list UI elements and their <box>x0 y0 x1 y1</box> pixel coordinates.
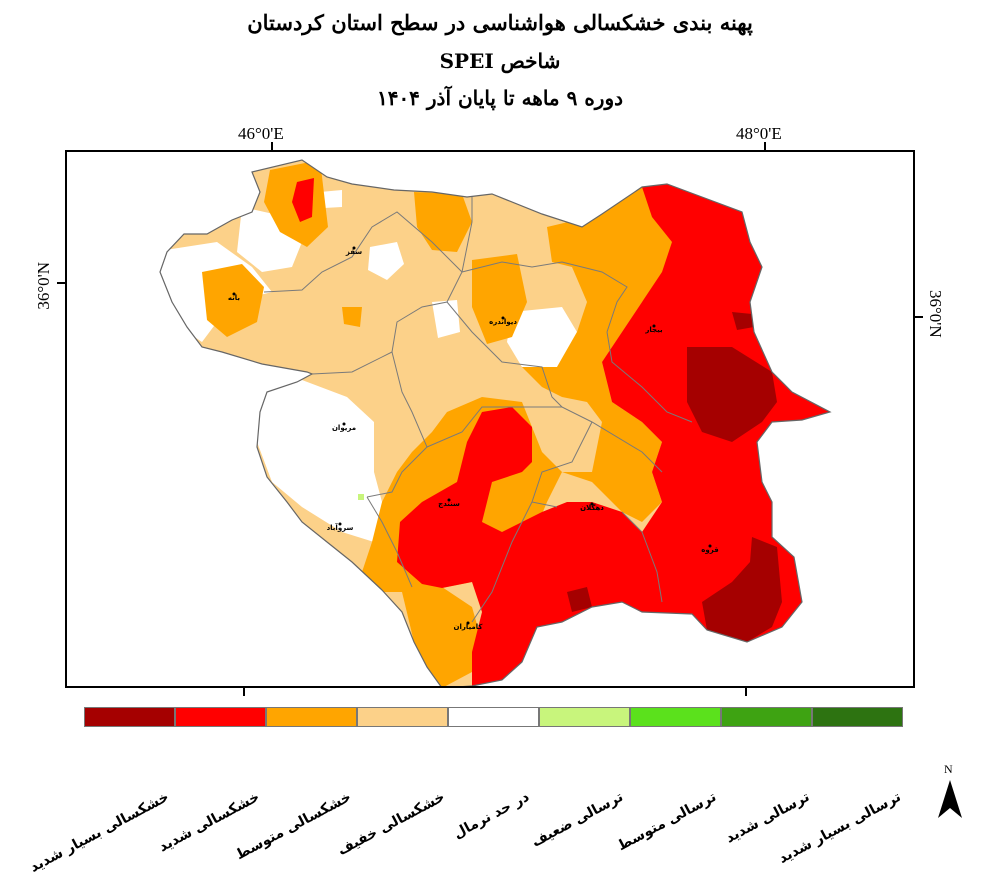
county-boundaries <box>263 197 693 623</box>
legend-bar <box>84 707 903 727</box>
zone-severe-east-south <box>397 184 830 686</box>
tick-bottom-48 <box>745 687 747 696</box>
period-subtitle: دوره ۹ ماهه تا پایان آذر ۱۴۰۴ <box>376 86 624 110</box>
legend-swatch-weak-wet <box>539 707 630 727</box>
legend-swatch-severe-wet <box>721 707 812 727</box>
lon-label-top-left: 46°0'E <box>238 124 284 143</box>
city-marivan: مریوان <box>332 424 356 432</box>
legend-swatch-normal <box>448 707 539 727</box>
zone-extreme-qorveh <box>702 537 782 642</box>
city-baneh: بانه <box>228 294 241 302</box>
city-kamyaran: کامیاران <box>454 623 484 631</box>
north-label: N <box>944 762 953 776</box>
tick-top-48 <box>764 142 766 151</box>
legend-label-extreme-drought: خشکسالی بسیار شدید <box>27 788 172 876</box>
legend-label-normal: در حد نرمال <box>450 788 532 843</box>
tick-bottom-46 <box>243 687 245 696</box>
city-sanandaj: سنندج <box>438 500 460 508</box>
zone-severe-north-spot <box>292 178 314 222</box>
zone-moderate-spot <box>342 307 362 327</box>
map-title: پهنه بندی خشکسالی هواشناسی در سطح استان … <box>247 10 753 35</box>
city-divandarreh: دیواندره <box>489 318 517 326</box>
legend-swatch-extreme-wet <box>812 707 903 727</box>
zone-moderate-divandarreh <box>472 254 527 344</box>
lon-label-top-right: 48°0'E <box>736 124 782 143</box>
city-saqqez: سقز <box>345 248 362 256</box>
city-dehgolan: دهگلان <box>580 503 604 512</box>
legend-label-moderate-wet: ترسالی متوسط <box>614 788 719 855</box>
city-sarvabad: سروآباد <box>327 523 354 532</box>
zone-extreme-spot-2 <box>567 587 592 612</box>
city-qorveh: قروه <box>701 546 719 554</box>
tick-top-46 <box>271 142 273 151</box>
tick-left-36 <box>57 282 66 284</box>
zone-moderate-saqqez-east <box>414 192 472 252</box>
legend-swatch-severe-drought <box>175 707 266 727</box>
legend-swatch-moderate-drought <box>266 707 357 727</box>
zone-extreme-spot <box>732 312 754 330</box>
zone-normal-small <box>320 190 342 208</box>
legend-label-weak-wet: ترسالی ضعیف <box>528 788 626 851</box>
city-markers <box>232 246 712 625</box>
legend-swatch-extreme-drought <box>84 707 175 727</box>
index-subtitle: شاخص SPEI <box>439 49 561 73</box>
north-arrow-icon <box>938 780 962 818</box>
zone-extreme-bijar-south <box>687 347 777 442</box>
lat-label-right: 36°0'N <box>926 290 945 338</box>
city-bijar: بیجار <box>644 326 663 334</box>
zone-moderate-baneh <box>202 264 264 337</box>
legend-swatch-moderate-wet <box>630 707 721 727</box>
zone-normal-divandarreh <box>507 307 577 367</box>
lat-label-left: 36°0'N <box>34 262 53 310</box>
zone-weak-wet <box>358 494 364 500</box>
map-frame: سقز بانه دیواندره بیجار مریوان سنندج دهگ… <box>65 150 915 688</box>
tick-right-36 <box>914 316 923 318</box>
legend-label-severe-wet: ترسالی شدید <box>722 788 812 847</box>
north-arrow: N <box>934 762 966 822</box>
legend-swatch-mild-drought <box>357 707 448 727</box>
drought-map: سقز بانه دیواندره بیجار مریوان سنندج دهگ… <box>159 159 831 686</box>
zone-normal-marivan <box>252 380 392 542</box>
zone-moderate-kamyaran <box>402 587 482 686</box>
zone-normal-saqqez <box>368 242 404 280</box>
